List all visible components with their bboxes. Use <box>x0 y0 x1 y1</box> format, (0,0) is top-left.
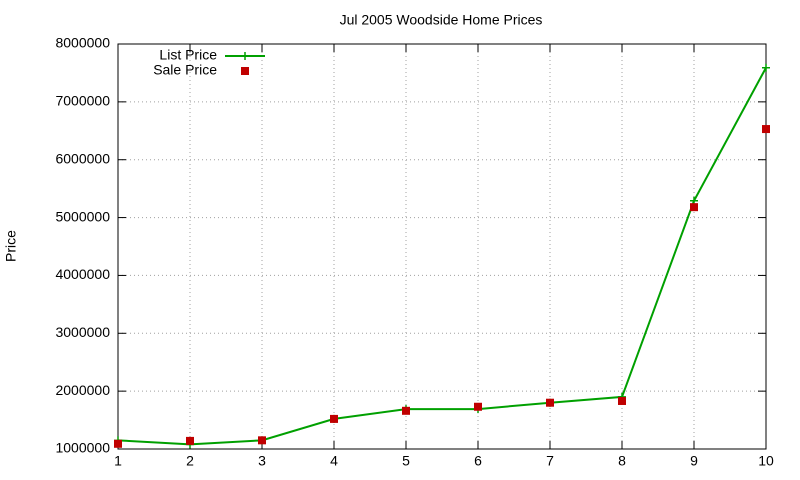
y-tick-label: 4000000 <box>55 266 110 282</box>
x-tick-label: 6 <box>474 453 482 469</box>
point <box>114 439 122 448</box>
point <box>762 63 770 72</box>
y-tick-label: 6000000 <box>55 150 110 166</box>
x-tick-label: 4 <box>330 453 338 469</box>
y-tick-label: 7000000 <box>55 93 110 109</box>
point <box>690 203 698 212</box>
point <box>546 398 554 407</box>
legend-label: Sale Price <box>153 62 217 78</box>
point <box>186 436 194 445</box>
x-tick-label: 9 <box>690 453 698 469</box>
y-tick-label: 3000000 <box>55 324 110 340</box>
y-tick-label: 1000000 <box>55 440 110 456</box>
legend-marker <box>241 67 249 75</box>
legend-label: List Price <box>159 47 217 63</box>
point <box>402 406 410 415</box>
y-tick-label: 5000000 <box>55 208 110 224</box>
point <box>618 396 626 405</box>
y-axis-label: Price <box>3 230 19 262</box>
x-tick-label: 2 <box>186 453 194 469</box>
x-tick-label: 5 <box>402 453 410 469</box>
point <box>258 436 266 445</box>
point <box>330 414 338 423</box>
x-tick-label: 10 <box>758 453 774 469</box>
x-tick-label: 8 <box>618 453 626 469</box>
x-tick-label: 1 <box>114 453 122 469</box>
y-tick-label: 2000000 <box>55 382 110 398</box>
legend-marker <box>241 52 249 60</box>
point <box>762 125 770 134</box>
x-tick-label: 7 <box>546 453 554 469</box>
chart-title: Jul 2005 Woodside Home Prices <box>340 12 543 28</box>
y-tick-label: 8000000 <box>55 35 110 51</box>
point <box>474 402 482 411</box>
series-line <box>117 67 767 446</box>
plot-border <box>117 43 767 450</box>
x-tick-label: 3 <box>258 453 266 469</box>
